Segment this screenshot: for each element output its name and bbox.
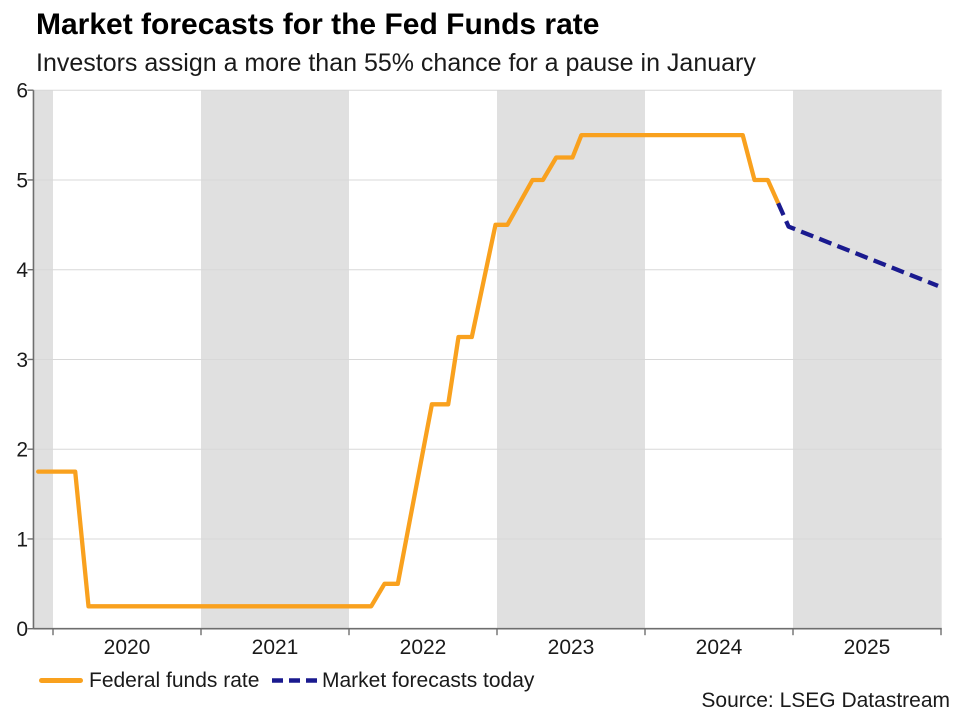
chart-title: Market forecasts for the Fed Funds rate [36, 8, 600, 41]
legend-swatch-federal-funds-rate [39, 678, 83, 683]
y-axis-tick-label: 5 [16, 170, 28, 193]
x-axis-tick-label: 2021 [252, 636, 299, 659]
source-text: Source: LSEG Datastream [701, 689, 950, 712]
y-axis-tick-label: 2 [16, 439, 28, 462]
y-axis-tick-label: 1 [16, 529, 28, 552]
series-market-forecasts-today [776, 202, 939, 288]
x-axis-tick-label: 2024 [696, 636, 743, 659]
legend-label-market-forecasts: Market forecasts today [322, 669, 535, 692]
x-axis-tick-label: 2023 [548, 636, 595, 659]
y-axis-tick-label: 4 [16, 259, 28, 282]
y-axis-tick-label: 0 [16, 618, 28, 641]
x-axis-tick-label: 2020 [104, 636, 151, 659]
gridlines [33, 89, 942, 540]
y-axis-tick-label: 6 [16, 80, 28, 103]
legend-label-federal-funds-rate: Federal funds rate [89, 669, 260, 692]
x-axis-tick-label: 2025 [844, 636, 891, 659]
legend-swatch-market-forecasts [272, 678, 318, 683]
chart-subtitle: Investors assign a more than 55% chance … [36, 49, 756, 77]
axis-ticks [27, 89, 942, 636]
x-axis-tick-label: 2022 [400, 636, 447, 659]
y-axis-tick-label: 3 [16, 349, 28, 372]
series-federal-funds-rate [36, 132, 781, 609]
